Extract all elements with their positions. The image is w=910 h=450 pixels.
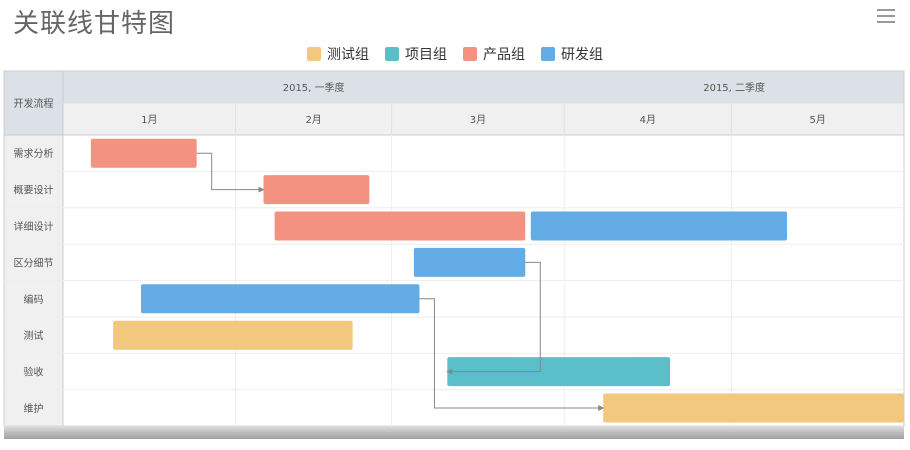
task-bar xyxy=(447,357,671,387)
month-label: 5月 xyxy=(809,114,825,126)
row-label: 验收 xyxy=(24,366,44,379)
legend-swatch xyxy=(541,47,555,61)
row-label: 区分细节 xyxy=(14,256,54,269)
legend-label: 项目组 xyxy=(405,47,447,63)
month-label: 1月 xyxy=(141,114,157,126)
chart-border xyxy=(3,70,905,427)
legend-item[interactable]: 测试组 xyxy=(307,44,369,64)
task-bar xyxy=(413,247,526,277)
row-label: 需求分析 xyxy=(14,147,54,160)
row-label: 维护 xyxy=(24,402,44,415)
task-bar xyxy=(603,393,904,423)
task-bar xyxy=(113,320,353,350)
month-header-band xyxy=(63,103,904,135)
legend-label: 产品组 xyxy=(483,47,525,63)
row-label: 详细设计 xyxy=(14,220,54,233)
legend-label: 研发组 xyxy=(561,47,603,63)
month-label: 3月 xyxy=(470,114,486,126)
legend-item[interactable]: 项目组 xyxy=(385,44,447,64)
legend-item[interactable]: 研发组 xyxy=(541,44,603,64)
row-header-corner xyxy=(4,71,63,135)
month-label: 2月 xyxy=(305,114,321,126)
legend-swatch xyxy=(307,47,321,61)
dependency-link xyxy=(446,261,541,375)
chart-title: 关联线甘特图 xyxy=(13,9,176,39)
quarter-header-band xyxy=(63,71,904,103)
hamburger-menu-icon[interactable] xyxy=(877,9,895,23)
zoom-slider-bar[interactable] xyxy=(4,427,904,439)
legend-swatch xyxy=(463,47,477,61)
row-label: 测试 xyxy=(24,329,44,342)
row-header-label: 开发流程 xyxy=(14,97,54,110)
task-bar xyxy=(274,211,526,241)
task-bar xyxy=(90,138,197,168)
dependency-link xyxy=(196,152,265,193)
dependency-link xyxy=(419,298,605,411)
legend-label: 测试组 xyxy=(327,47,369,63)
row-label: 概要设计 xyxy=(14,184,54,197)
task-bar xyxy=(530,211,788,241)
legend: 测试组 项目组 产品组 研发组 xyxy=(0,44,910,64)
task-bar xyxy=(140,284,420,314)
row-label: 编码 xyxy=(24,293,44,306)
legend-swatch xyxy=(385,47,399,61)
task-bar xyxy=(263,175,370,205)
month-label: 4月 xyxy=(640,114,656,126)
quarter-label: 2015, 一季度 xyxy=(283,81,345,94)
legend-item[interactable]: 产品组 xyxy=(463,44,525,64)
quarter-label: 2015, 二季度 xyxy=(703,81,765,94)
